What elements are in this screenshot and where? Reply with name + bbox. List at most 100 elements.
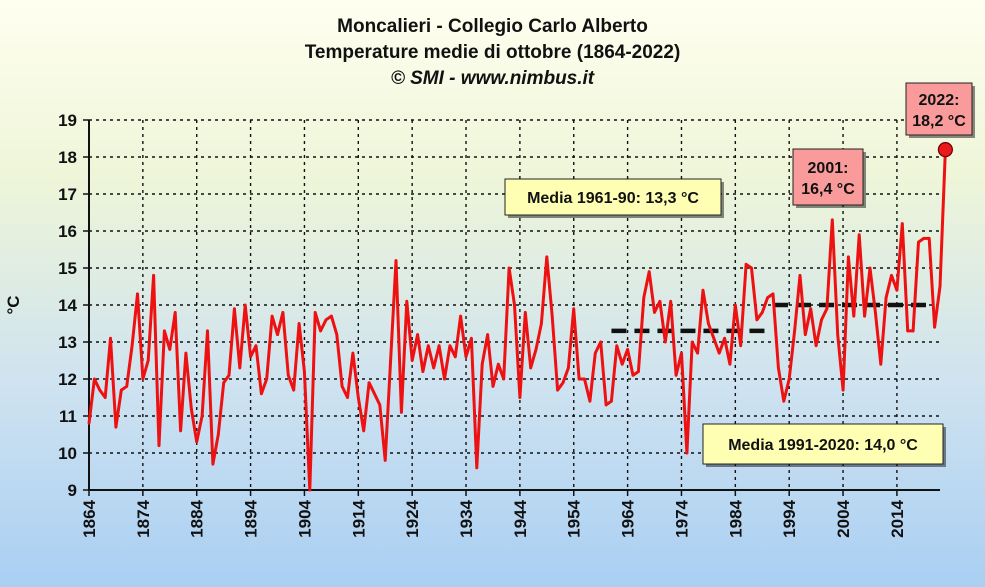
axes [83, 119, 940, 496]
data-point [540, 322, 543, 325]
data-point [545, 255, 549, 259]
x-tick-label: 2004 [834, 499, 853, 537]
data-point [556, 388, 559, 392]
x-tick-label: 1974 [672, 499, 691, 537]
chart-title: Moncalieri - Collegio Carlo Alberto [337, 16, 648, 37]
data-point [798, 274, 802, 277]
data-point [141, 377, 145, 381]
data-point [152, 274, 155, 277]
annotation-value: 16,4 °C [801, 181, 855, 198]
data-point [335, 333, 339, 336]
data-point [836, 333, 839, 336]
data-point [847, 255, 850, 259]
mean-box [702, 423, 944, 465]
data-point [362, 429, 365, 433]
data-point [534, 348, 538, 351]
data-point [647, 270, 651, 274]
data-point [491, 385, 495, 388]
data-point [604, 403, 608, 407]
data-point [567, 366, 570, 370]
data-point [179, 429, 182, 433]
data-point [814, 344, 818, 348]
data-point [453, 355, 457, 359]
data-point [787, 377, 791, 381]
data-point [260, 392, 263, 396]
x-tick-label: 2014 [888, 499, 907, 537]
data-point [184, 351, 188, 355]
data-point [712, 337, 716, 340]
data-point [157, 444, 161, 447]
chart-credit: © SMI - www.nimbus.it [390, 68, 595, 89]
highlight-marker-2022 [937, 142, 953, 158]
data-point [190, 407, 193, 410]
data-point [93, 377, 96, 381]
x-tick-label: 1994 [780, 499, 799, 537]
data-point [136, 292, 139, 296]
x-tick-label: 1924 [403, 499, 422, 537]
data-point [400, 411, 403, 414]
y-tick-label: 13 [58, 333, 77, 352]
mean-box-label: Media 1991-2020: 14,0 °C [728, 437, 918, 454]
data-point [378, 403, 382, 407]
data-point [486, 333, 489, 336]
mean-box-label: Media 1961-90: 13,3 °C [527, 190, 699, 207]
data-point [297, 322, 301, 325]
data-point [265, 377, 269, 381]
data-point [427, 344, 430, 348]
data-point [906, 329, 909, 333]
data-point [669, 300, 672, 303]
data-point [206, 329, 209, 333]
data-point [233, 307, 236, 311]
data-point [292, 388, 295, 392]
data-point [777, 366, 780, 370]
data-point [87, 422, 91, 425]
data-point [502, 377, 506, 381]
data-point [620, 362, 624, 366]
data-point [319, 329, 322, 333]
annotation-year: 2001: [808, 160, 849, 177]
data-point [432, 366, 436, 370]
data-point [238, 366, 242, 370]
data-point [583, 377, 586, 381]
data-point [911, 329, 915, 333]
data-point [443, 377, 446, 381]
data-point [281, 311, 285, 314]
data-point [421, 370, 425, 373]
x-tick-label: 1934 [457, 499, 476, 537]
x-tick-label: 1874 [134, 499, 153, 537]
data-point [653, 311, 656, 314]
y-tick-label: 9 [68, 481, 77, 500]
data-point [917, 240, 920, 244]
data-point [529, 366, 532, 370]
data-point [303, 370, 306, 373]
data-point [173, 311, 177, 314]
data-point [809, 307, 813, 311]
data-point [346, 396, 349, 399]
data-point [895, 288, 899, 292]
data-point [410, 359, 414, 362]
y-axis-label: °C [4, 295, 23, 314]
data-point [922, 237, 926, 240]
data-point [825, 307, 829, 311]
data-point [868, 266, 872, 270]
data-point [286, 374, 290, 377]
data-point [313, 311, 317, 314]
data-point [394, 259, 398, 262]
data-point [900, 222, 904, 225]
y-tick-label: 17 [58, 185, 77, 204]
data-point [340, 385, 344, 388]
annotation-box [905, 82, 973, 136]
data-point [464, 355, 468, 359]
data-point [610, 399, 613, 403]
data-point [927, 237, 931, 240]
data-point [222, 381, 225, 385]
data-point [841, 388, 845, 392]
data-point [550, 314, 554, 318]
reference-lines [611, 302, 930, 334]
data-point [200, 414, 204, 418]
y-tick-label: 11 [59, 407, 77, 426]
x-tick-label: 1884 [188, 499, 207, 537]
y-tick-label: 18 [58, 148, 77, 167]
data-point [330, 314, 333, 318]
